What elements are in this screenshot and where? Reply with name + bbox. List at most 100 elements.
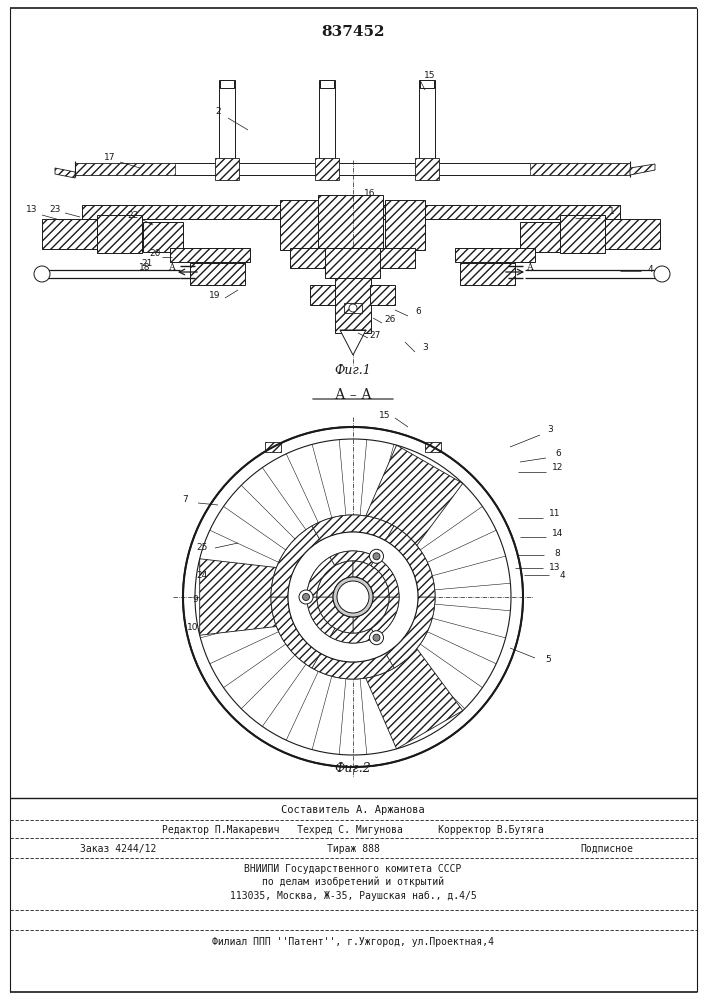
Bar [530, 163, 630, 175]
Circle shape [271, 515, 435, 679]
Text: Фиг.1: Фиг.1 [334, 363, 371, 376]
Text: 13: 13 [549, 562, 561, 572]
Text: 4: 4 [647, 265, 653, 274]
Wedge shape [271, 597, 320, 668]
Text: Филиал ППП ''Патент'', г.Ужгород, ул.Проектная,4: Филиал ППП ''Патент'', г.Ужгород, ул.Про… [212, 937, 494, 947]
Text: 6: 6 [415, 308, 421, 316]
Text: 15: 15 [424, 72, 436, 81]
Text: 4: 4 [559, 570, 565, 580]
Bar [344, 303, 362, 313]
Text: Тираж 888: Тираж 888 [327, 844, 380, 854]
Wedge shape [317, 597, 353, 633]
Text: 5: 5 [545, 656, 551, 664]
Wedge shape [330, 551, 376, 571]
Circle shape [299, 590, 313, 604]
Bar [265, 442, 281, 452]
Text: 11: 11 [549, 508, 561, 518]
Bar [420, 80, 434, 88]
Wedge shape [368, 557, 399, 597]
Polygon shape [340, 330, 366, 355]
Text: Заказ 4244/12: Заказ 4244/12 [80, 844, 156, 854]
Text: 21: 21 [141, 258, 153, 267]
Text: Составитель А. Аржанова: Составитель А. Аржанова [281, 805, 425, 815]
Polygon shape [358, 634, 463, 749]
Text: 9: 9 [192, 595, 198, 604]
Polygon shape [358, 445, 463, 560]
Text: 20: 20 [149, 248, 160, 257]
Bar [75, 163, 175, 175]
Bar [425, 442, 440, 452]
Bar [415, 158, 439, 180]
Text: 17: 17 [104, 153, 116, 162]
Bar [315, 158, 339, 180]
Text: 6: 6 [555, 448, 561, 458]
Text: 113035, Москва, Ж-35, Раушская наб., д.4/5: 113035, Москва, Ж-35, Раушская наб., д.4… [230, 891, 477, 901]
Wedge shape [353, 597, 389, 633]
Circle shape [370, 631, 383, 645]
Wedge shape [312, 515, 394, 541]
Text: Подписное: Подписное [580, 844, 633, 854]
Text: 3: 3 [547, 426, 553, 434]
Bar [190, 263, 245, 285]
Text: 23: 23 [49, 206, 61, 215]
Text: 16: 16 [364, 190, 375, 198]
Circle shape [373, 553, 380, 560]
Text: Фиг.2: Фиг.2 [334, 762, 371, 774]
Wedge shape [307, 557, 338, 597]
Bar [335, 278, 371, 333]
Bar [290, 248, 340, 268]
Bar [42, 219, 97, 249]
Wedge shape [368, 597, 399, 637]
Bar [219, 80, 235, 175]
Bar [325, 248, 380, 278]
Bar [365, 248, 415, 268]
Circle shape [654, 266, 670, 282]
Circle shape [303, 593, 310, 600]
Text: ВНИИПИ Государственного комитета СССР: ВНИИПИ Государственного комитета СССР [245, 864, 462, 874]
Bar [97, 215, 142, 253]
Bar [605, 219, 660, 249]
Bar [82, 205, 620, 219]
Text: А: А [168, 263, 175, 272]
Bar [320, 80, 334, 88]
Polygon shape [630, 164, 655, 175]
Circle shape [288, 532, 418, 662]
Bar [560, 215, 605, 253]
Bar [318, 195, 383, 255]
Text: 27: 27 [369, 330, 380, 340]
Bar [215, 158, 239, 180]
Text: 3: 3 [422, 344, 428, 353]
Text: 10: 10 [187, 624, 199, 633]
Text: 13: 13 [26, 206, 37, 215]
Polygon shape [199, 559, 294, 635]
Wedge shape [271, 526, 320, 597]
Text: 1: 1 [609, 208, 615, 217]
Text: 24: 24 [197, 570, 208, 580]
Text: 2: 2 [215, 107, 221, 116]
Wedge shape [385, 597, 435, 668]
Circle shape [333, 577, 373, 617]
Text: 12: 12 [552, 462, 563, 472]
Wedge shape [307, 597, 338, 637]
Bar [419, 80, 435, 175]
Wedge shape [353, 561, 389, 597]
Circle shape [34, 266, 50, 282]
Bar [455, 248, 535, 262]
Bar [310, 285, 335, 305]
Bar [416, 592, 428, 602]
Bar [385, 200, 425, 250]
Circle shape [183, 427, 523, 767]
Bar [460, 263, 515, 285]
Wedge shape [317, 561, 353, 597]
Circle shape [317, 561, 389, 633]
Text: 7: 7 [182, 495, 188, 504]
Text: 8: 8 [554, 548, 560, 558]
Bar [520, 222, 560, 252]
Bar [280, 200, 320, 250]
Circle shape [373, 634, 380, 641]
Text: 14: 14 [552, 528, 563, 538]
Text: 25: 25 [197, 542, 208, 552]
Text: 837452: 837452 [321, 25, 385, 39]
Bar [143, 222, 183, 252]
Bar [170, 248, 250, 262]
